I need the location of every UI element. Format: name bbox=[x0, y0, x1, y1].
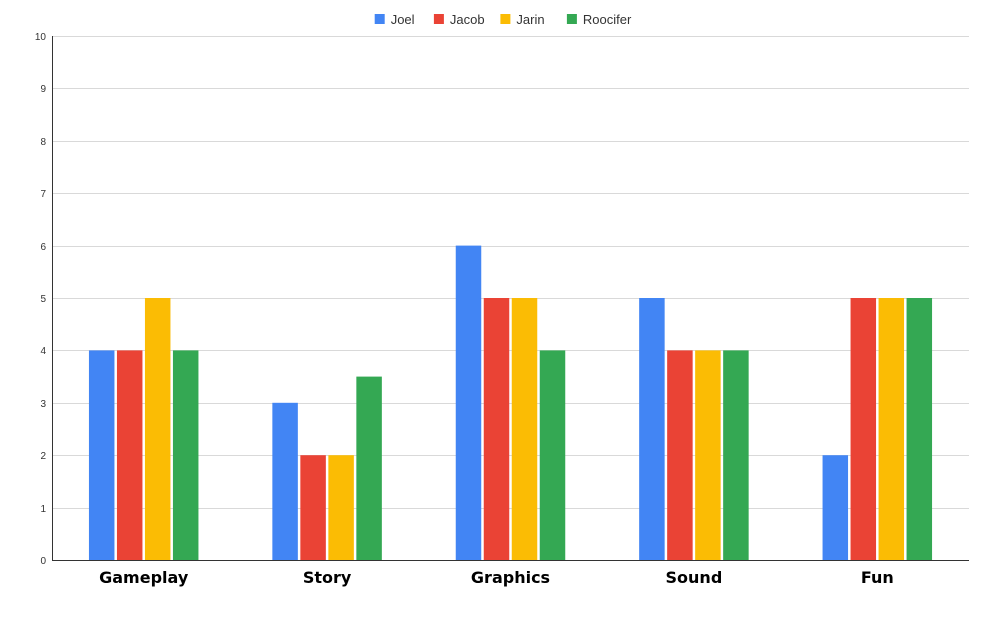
y-tick-labels: 0 1 2 3 4 5 6 7 8 9 10 bbox=[35, 32, 47, 567]
y-tick-label: 1 bbox=[40, 504, 46, 515]
bar-roocifer-fun bbox=[906, 298, 933, 560]
bar-joel-graphics bbox=[455, 245, 482, 560]
bar-roocifer-sound bbox=[723, 350, 749, 560]
bar-roocifer-graphics bbox=[539, 350, 566, 560]
category-label-fun: Fun bbox=[861, 568, 894, 587]
legend-swatch bbox=[500, 14, 511, 24]
category-label-gameplay: Gameplay bbox=[99, 568, 189, 587]
bar-jacob-fun bbox=[850, 298, 877, 560]
bar-jarin-gameplay bbox=[144, 298, 171, 560]
category-label-story: Story bbox=[303, 568, 352, 587]
bar-jacob-story bbox=[300, 455, 326, 560]
legend-item-roocifer[interactable]: Roocifer bbox=[566, 12, 632, 27]
bar-jarin-fun bbox=[878, 298, 905, 560]
axes bbox=[52, 36, 969, 561]
y-tick-label: 5 bbox=[40, 294, 46, 305]
legend-item-joel[interactable]: Joel bbox=[374, 12, 415, 27]
y-tick-label: 3 bbox=[40, 399, 46, 410]
category-label-graphics: Graphics bbox=[471, 568, 550, 587]
y-tick-label: 4 bbox=[40, 346, 46, 357]
bars bbox=[88, 245, 933, 560]
legend: Joel Jacob Jarin Roocifer bbox=[374, 12, 632, 27]
bar-joel-story bbox=[272, 402, 298, 560]
bar-joel-fun bbox=[822, 455, 849, 560]
bar-jarin-sound bbox=[695, 350, 721, 560]
y-tick-label: 7 bbox=[40, 189, 46, 200]
legend-label: Joel bbox=[391, 12, 415, 27]
y-tick-label: 8 bbox=[40, 137, 46, 148]
legend-swatch bbox=[433, 14, 444, 24]
y-tick-label: 9 bbox=[40, 84, 46, 95]
y-tick-label: 10 bbox=[35, 32, 47, 43]
legend-label: Jarin bbox=[516, 12, 544, 27]
legend-label: Jacob bbox=[450, 12, 485, 27]
bar-jacob-gameplay bbox=[116, 350, 143, 560]
y-tick-label: 2 bbox=[40, 451, 46, 462]
y-tick-label: 0 bbox=[40, 556, 46, 567]
bar-jacob-sound bbox=[667, 350, 693, 560]
legend-item-jacob[interactable]: Jacob bbox=[433, 12, 485, 27]
legend-label: Roocifer bbox=[583, 12, 632, 27]
bar-roocifer-gameplay bbox=[172, 350, 199, 560]
bar-jarin-story bbox=[328, 455, 354, 560]
legend-item-jarin[interactable]: Jarin bbox=[500, 12, 545, 27]
bar-joel-sound bbox=[639, 298, 665, 560]
category-label-sound: Sound bbox=[666, 568, 723, 587]
gridlines bbox=[52, 36, 969, 509]
bar-joel-gameplay bbox=[88, 350, 115, 560]
bar-jacob-graphics bbox=[483, 298, 510, 560]
category-labels: Gameplay Story Graphics Sound Fun bbox=[99, 568, 894, 587]
legend-swatch bbox=[566, 14, 577, 24]
legend-swatch bbox=[374, 14, 385, 24]
y-tick-label: 6 bbox=[40, 242, 46, 253]
bar-roocifer-story bbox=[356, 376, 382, 560]
bar-jarin-graphics bbox=[511, 298, 538, 560]
